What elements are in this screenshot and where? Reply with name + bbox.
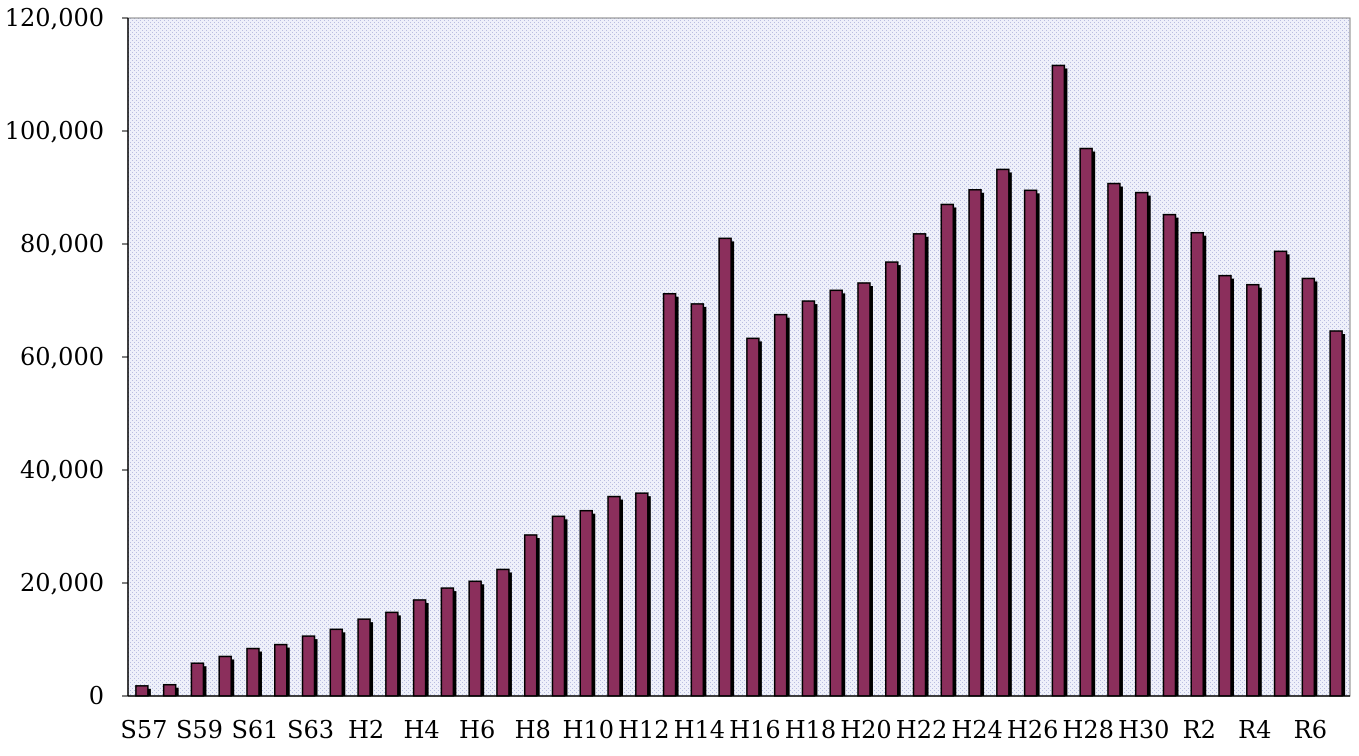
x-tick-label: H2 [348, 716, 384, 744]
bar-H1 [329, 628, 346, 697]
x-tick-label: H6 [459, 716, 495, 744]
x-tick-label: S63 [287, 716, 334, 744]
bar-R2 [1190, 231, 1207, 697]
x-tick-label: H16 [729, 716, 780, 744]
bar-H21 [885, 261, 901, 697]
bar-H2 [357, 618, 374, 697]
x-tick-label: H26 [1007, 716, 1058, 744]
bar-H27 [1051, 64, 1068, 697]
bar-H29 [1107, 182, 1123, 697]
bars-group [135, 64, 1346, 697]
bar-H6 [468, 580, 485, 697]
x-tick-label: H14 [674, 716, 725, 744]
x-tick-label: H10 [563, 716, 614, 744]
bar-H17 [773, 313, 790, 697]
y-tick-label: 120,000 [5, 4, 104, 32]
x-tick-label: S57 [120, 716, 167, 744]
bar-R1 [1162, 213, 1179, 697]
x-tick-label: H18 [785, 716, 836, 744]
bar-H15 [718, 237, 735, 697]
bar-H5 [440, 587, 457, 697]
bar-H22 [912, 233, 929, 697]
bar-R7 [1329, 330, 1346, 697]
x-tick-label: H4 [404, 716, 440, 744]
bar-H3 [385, 611, 401, 697]
bar-H10 [579, 509, 596, 697]
bar-S59 [190, 662, 207, 697]
bar-S60 [218, 655, 235, 697]
bar-S62 [274, 643, 290, 697]
x-tick-label: H30 [1118, 716, 1169, 744]
y-tick-labels: 0 20,000 40,000 60,000 80,000 100,000 120,000 [5, 4, 128, 710]
y-tick-label: 20,000 [20, 569, 104, 597]
bar-H23 [940, 203, 957, 697]
bar-H24 [968, 189, 985, 697]
bar-R6 [1301, 277, 1318, 697]
bar-H30 [1134, 191, 1151, 697]
bar-H8 [523, 534, 540, 697]
y-tick-label: 40,000 [20, 456, 104, 484]
x-tick-labels: S57 S59 S61 S63 H2 H4 H6 H8 H10 H12 H14 H16 H18 H20 H2… [120, 716, 1327, 744]
bar-R3 [1218, 274, 1235, 697]
bar-H25 [996, 168, 1012, 697]
x-tick-label: H12 [618, 716, 669, 744]
y-tick-label: 100,000 [5, 117, 104, 145]
x-tick-label: R2 [1183, 716, 1216, 744]
y-tick-label: 80,000 [20, 230, 104, 258]
bar-H12 [635, 492, 651, 697]
bar-S57 [135, 685, 151, 697]
bar-H19 [829, 289, 846, 697]
bar-H14 [690, 303, 707, 697]
y-tick-label: 0 [89, 682, 104, 710]
bar-H26 [1023, 189, 1040, 697]
x-tick-label: R6 [1294, 716, 1327, 744]
bar-R5 [1273, 250, 1290, 697]
bar-H11 [607, 495, 624, 697]
bar-H9 [551, 515, 568, 697]
bar-H7 [496, 568, 512, 697]
x-tick-label: R4 [1238, 716, 1271, 744]
bar-H13 [662, 292, 679, 697]
x-tick-label: H20 [840, 716, 891, 744]
bar-H16 [746, 337, 762, 697]
bar-S61 [246, 647, 262, 697]
x-tick-label: S61 [231, 716, 278, 744]
x-tick-label: H28 [1062, 716, 1113, 744]
bar-H4 [412, 599, 429, 697]
x-tick-label: S59 [176, 716, 223, 744]
y-tick-label: 60,000 [20, 343, 104, 371]
x-tick-label: H22 [896, 716, 947, 744]
bar-R4 [1246, 283, 1262, 697]
bar-H18 [801, 300, 818, 697]
bar-H28 [1079, 147, 1096, 697]
bar-S58 [162, 683, 179, 697]
x-tick-label: H24 [951, 716, 1002, 744]
bar-S63 [301, 635, 318, 697]
bar-H20 [857, 282, 873, 697]
x-tick-label: H8 [515, 716, 551, 744]
